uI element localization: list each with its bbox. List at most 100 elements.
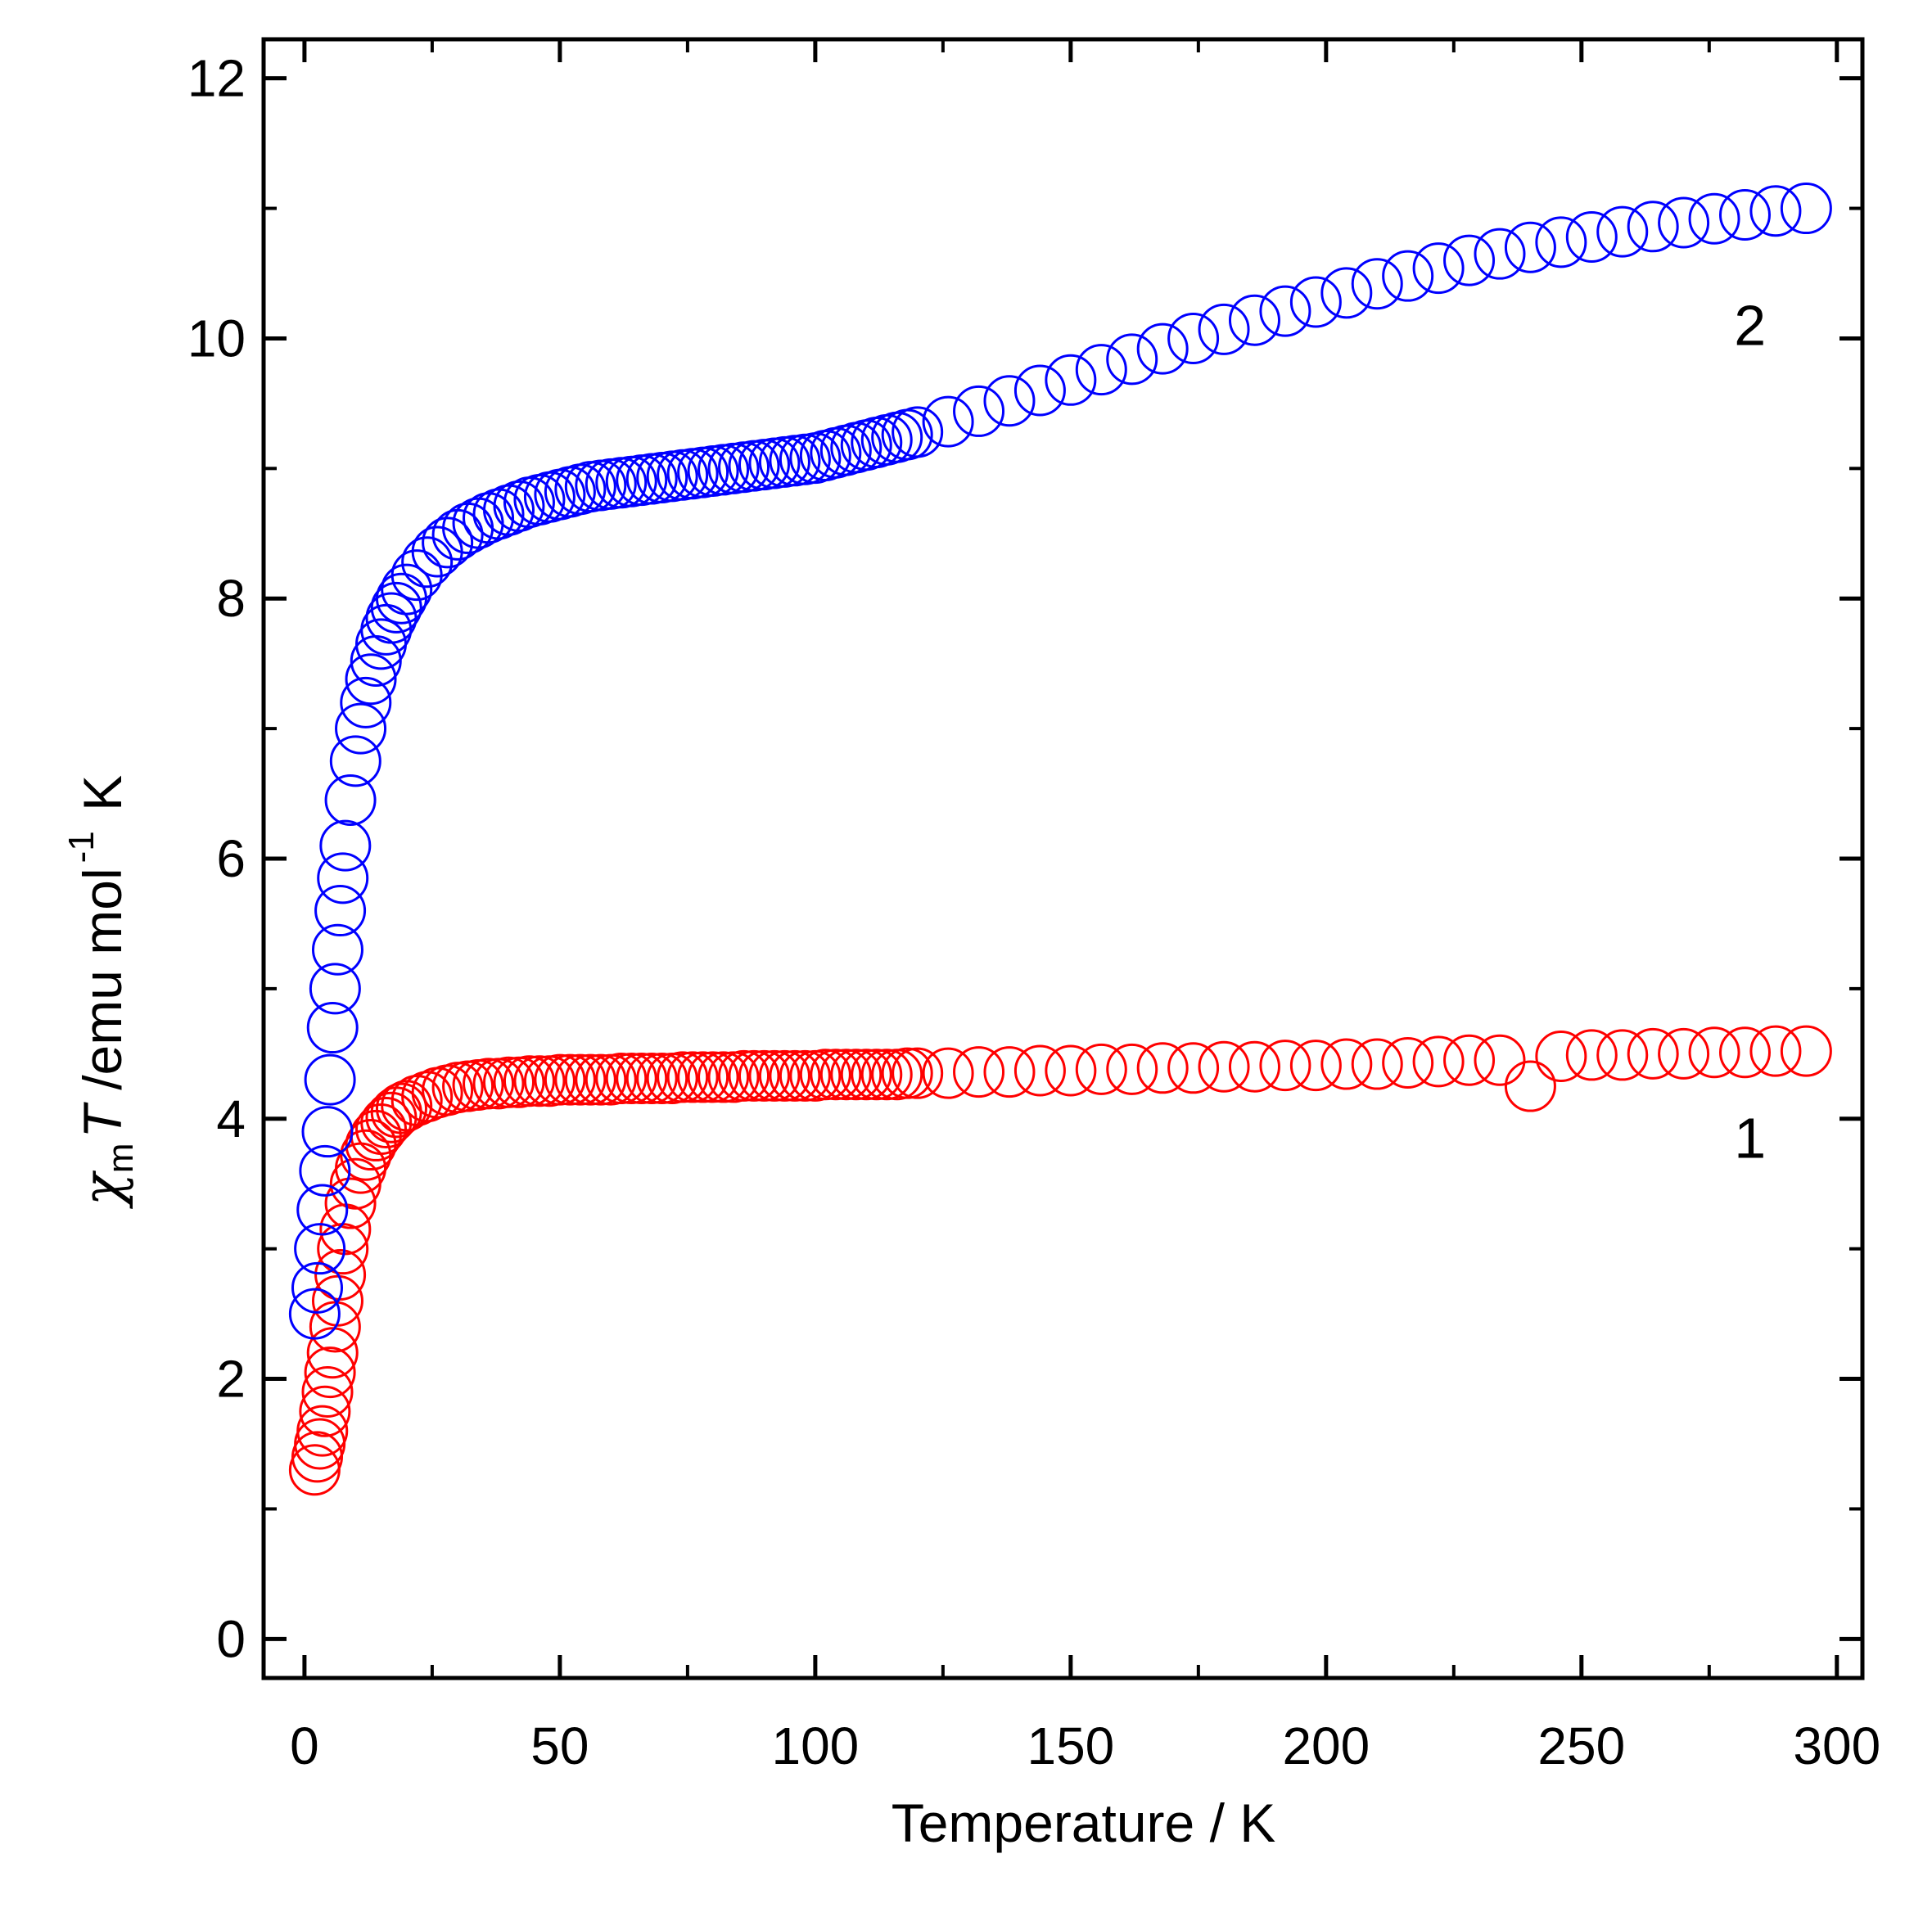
series-1-point <box>748 1049 801 1102</box>
series-1-point <box>687 1051 739 1103</box>
y-axis-title-unit-tail: K <box>72 775 133 826</box>
series-1-point <box>1289 1040 1342 1092</box>
series-2-point <box>483 484 535 536</box>
series-1-point <box>636 1053 688 1105</box>
x-tick-label: 300 <box>1793 1716 1880 1775</box>
series-1-point <box>1382 1036 1434 1089</box>
x-tick-label: 150 <box>1027 1716 1114 1775</box>
series-label-2: 2 <box>1734 294 1766 358</box>
series-1-point <box>779 1049 831 1102</box>
series-2-point <box>335 702 387 755</box>
series-2-point <box>1412 242 1465 295</box>
series-2-point <box>350 634 402 687</box>
series-1-point <box>375 1082 427 1134</box>
series-1-point <box>1228 1040 1280 1093</box>
series-2-point <box>1504 221 1556 273</box>
series-1-point <box>360 1097 413 1149</box>
y-axis-title-t: T <box>72 1101 133 1138</box>
series-2-point <box>301 1106 354 1158</box>
series-1-point <box>503 1055 555 1107</box>
series-2-point <box>311 923 363 976</box>
series-2-point <box>1382 250 1434 302</box>
series-2-point <box>1320 267 1373 319</box>
series-1-point <box>544 1053 596 1106</box>
series-1-point <box>306 1327 359 1379</box>
series-1-point <box>1412 1035 1465 1088</box>
series-2-point <box>291 1261 344 1314</box>
series-2-point <box>1351 258 1403 310</box>
series-2-point <box>319 819 372 872</box>
series-2-point <box>360 603 413 656</box>
series-1-point <box>564 1053 616 1106</box>
series-1-point <box>513 1055 566 1107</box>
series-2-point <box>1535 216 1587 268</box>
series-2-point <box>1718 189 1771 241</box>
series-1-point <box>554 1053 607 1106</box>
series-2-point <box>1565 211 1618 264</box>
series-1-point <box>1351 1038 1403 1090</box>
series-2-point <box>1749 185 1802 237</box>
series-2-point <box>983 375 1036 427</box>
series-2-point <box>1289 276 1342 328</box>
series-1-point <box>983 1046 1036 1098</box>
series-2-point <box>329 735 381 787</box>
series-2-point <box>472 488 525 540</box>
series-2-point <box>299 1144 351 1197</box>
series-1-point <box>881 1047 933 1099</box>
series-2-point <box>401 536 454 589</box>
series-2-point <box>422 516 474 569</box>
series-1-point <box>819 1049 872 1101</box>
series-1-point <box>296 1405 349 1457</box>
series-2-point <box>1596 205 1649 258</box>
series-1-point <box>1320 1038 1373 1090</box>
y-axis-title: χmT /emu mol -1 K <box>61 775 141 1209</box>
series-2-point <box>463 492 515 544</box>
series-2-point <box>370 581 422 634</box>
series-2-point <box>1106 333 1158 386</box>
svg-text:χmT /emu mol-1 K: χmT /emu mol -1 K <box>61 775 141 1209</box>
series-1-point <box>738 1049 790 1102</box>
series-1-point <box>304 1346 356 1399</box>
series-2-point <box>1688 192 1740 245</box>
y-axis-title-unit-sup: -1 <box>61 831 102 863</box>
series-1-point <box>616 1053 668 1105</box>
series-2-point <box>304 1053 356 1106</box>
series-1-point <box>1535 1031 1587 1083</box>
series-1-point <box>697 1051 750 1103</box>
series-2-point <box>1013 364 1066 417</box>
series-2-point <box>317 852 369 904</box>
series-2-point <box>306 1002 359 1054</box>
series-2-point <box>381 563 433 616</box>
series-1-point <box>1136 1042 1189 1094</box>
series-1-point <box>595 1053 648 1105</box>
series-1-point <box>1167 1042 1220 1094</box>
series-1-point <box>657 1051 709 1103</box>
series-1-point <box>625 1053 678 1105</box>
series-2-point <box>1075 344 1127 396</box>
series-label-1: 1 <box>1734 1107 1766 1170</box>
series-1-point <box>1013 1044 1066 1097</box>
series-2-point <box>1136 323 1189 375</box>
y-tick-label: 10 <box>187 309 246 368</box>
series-1-point <box>1504 1060 1556 1112</box>
x-tick-label: 0 <box>290 1716 319 1775</box>
series-1-point <box>922 1047 974 1099</box>
series-1-point <box>1596 1029 1649 1081</box>
x-tick-label: 250 <box>1537 1716 1625 1775</box>
series-1-point <box>1075 1043 1127 1095</box>
series-2-point <box>1259 285 1311 337</box>
series-1-point <box>799 1049 851 1101</box>
series-2-point <box>1474 228 1526 280</box>
series-2-point <box>340 676 392 728</box>
series-2-point <box>1627 201 1679 253</box>
y-tick-label: 12 <box>187 49 246 108</box>
x-tick-label: 100 <box>771 1716 859 1775</box>
y-axis-title-unit: /emu mol <box>72 868 133 1105</box>
series-2-point <box>1780 183 1832 235</box>
plot-frame <box>261 37 1865 1680</box>
series-2-point <box>892 406 944 458</box>
series-1-point <box>301 1365 354 1418</box>
series-1-point <box>1749 1025 1802 1077</box>
series-2-point <box>314 885 367 937</box>
